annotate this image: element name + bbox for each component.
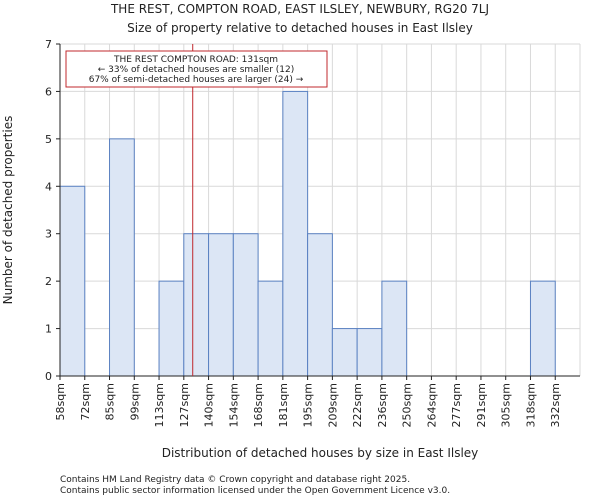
footer-line-1: Contains HM Land Registry data © Crown c…	[60, 475, 410, 485]
x-tick-label: 113sqm	[153, 383, 166, 427]
footer-line-2: Contains public sector information licen…	[60, 486, 450, 496]
x-tick-label: 181sqm	[277, 383, 290, 427]
x-tick-label: 332sqm	[549, 383, 562, 427]
x-tick-label: 85sqm	[104, 383, 117, 420]
y-tick-label: 0	[45, 370, 52, 383]
bar-140sqm	[208, 233, 234, 377]
bar-209sqm	[331, 328, 358, 377]
x-tick-label: 195sqm	[302, 383, 315, 427]
bar-58sqm	[59, 185, 86, 377]
annotation-line-3: 67% of semi-detached houses are larger (…	[89, 75, 304, 85]
bar-154sqm	[232, 233, 259, 377]
bar-85sqm	[109, 138, 135, 377]
bar-236sqm	[381, 280, 408, 377]
bar-181sqm	[282, 90, 309, 377]
y-axis-label: Number of detached properties	[1, 116, 15, 305]
x-tick-label: 318sqm	[524, 383, 537, 427]
annotation-line-2: ← 33% of detached houses are smaller (12…	[98, 65, 295, 75]
x-tick-label: 305sqm	[500, 383, 513, 427]
x-tick-label: 58sqm	[54, 383, 67, 420]
bar-113sqm	[158, 280, 185, 377]
y-tick-label: 5	[45, 133, 52, 146]
x-tick-label: 222sqm	[351, 383, 364, 427]
x-axis-label: Distribution of detached houses by size …	[162, 446, 479, 460]
x-tick-label: 154sqm	[227, 383, 240, 427]
x-tick-layer: 58sqm 72sqm 85sqm 99sqm 113sqm 127sqm 140sqm 15…	[54, 376, 562, 427]
bar-layer	[59, 90, 556, 377]
annotation-box: THE REST COMPTON ROAD: 131sqm ← 33% of d…	[65, 50, 328, 88]
x-tick-label: 236sqm	[376, 383, 389, 427]
x-tick-label: 168sqm	[252, 383, 265, 427]
x-tick-label: 127sqm	[178, 383, 191, 427]
bar-222sqm	[356, 328, 383, 377]
x-tick-label: 140sqm	[203, 383, 216, 427]
y-tick-layer: 0 1 2 3 4 5 6 7	[45, 38, 60, 383]
x-tick-label: 72sqm	[79, 383, 92, 420]
bar-168sqm	[257, 280, 284, 377]
x-tick-label: 250sqm	[401, 383, 414, 427]
x-tick-label: 291sqm	[475, 383, 488, 427]
bar-195sqm	[307, 233, 333, 377]
y-tick-label: 1	[45, 323, 52, 336]
y-tick-label: 6	[45, 85, 52, 98]
y-tick-label: 4	[45, 180, 52, 193]
y-tick-label: 7	[45, 38, 52, 51]
y-tick-label: 3	[45, 228, 52, 241]
annotation-line-1: THE REST COMPTON ROAD: 131sqm	[113, 55, 278, 65]
bar-127sqm	[183, 233, 210, 377]
x-tick-label: 264sqm	[425, 383, 438, 427]
chart-subtitle: Size of property relative to detached ho…	[127, 21, 473, 35]
y-tick-label: 2	[45, 275, 52, 288]
x-tick-label: 209sqm	[326, 383, 339, 427]
chart-title: THE REST, COMPTON ROAD, EAST ILSLEY, NEW…	[110, 2, 489, 16]
x-tick-label: 277sqm	[450, 383, 463, 427]
bar-318sqm	[529, 280, 556, 377]
x-tick-label: 99sqm	[128, 383, 141, 420]
